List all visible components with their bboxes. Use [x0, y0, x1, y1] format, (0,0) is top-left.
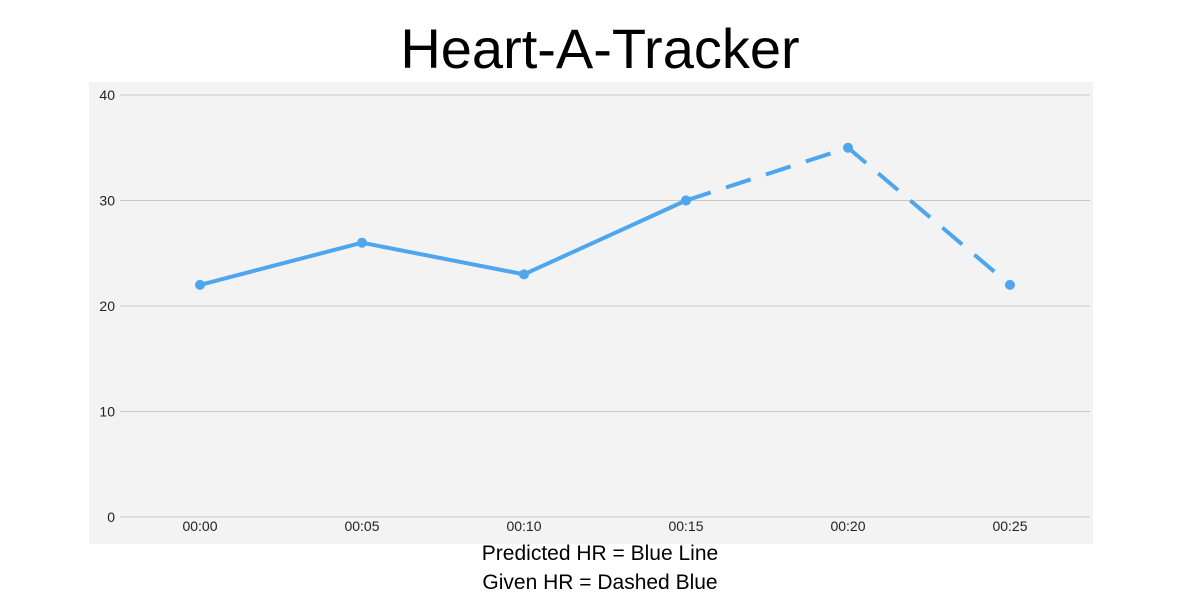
- data-point: [357, 237, 367, 248]
- y-tick-label: 0: [107, 509, 115, 525]
- x-tick-label: 00:20: [830, 518, 865, 534]
- data-point: [681, 195, 691, 206]
- plot-panel: [89, 82, 1093, 544]
- x-tick-label: 00:05: [344, 518, 379, 534]
- y-tick-label: 10: [99, 404, 115, 420]
- chart-title: Heart-A-Tracker: [400, 17, 800, 80]
- data-point: [1005, 279, 1015, 290]
- x-tick-label: 00:25: [992, 518, 1027, 534]
- data-point: [843, 142, 853, 153]
- x-tick-label: 00:00: [182, 518, 217, 534]
- series-line-predicted-hr: [199, 198, 687, 287]
- series-line-given-hr: [685, 145, 1012, 287]
- x-tick-label: 00:10: [506, 518, 541, 534]
- data-point: [195, 279, 205, 290]
- y-tick-label: 30: [99, 193, 115, 209]
- x-tick-label: 00:15: [668, 518, 703, 534]
- data-point: [519, 269, 529, 280]
- caption-given-hr: Given HR = Dashed Blue: [482, 571, 718, 594]
- y-tick-label: 40: [99, 87, 115, 103]
- caption-predicted-hr: Predicted HR = Blue Line: [481, 542, 719, 565]
- y-tick-label: 20: [99, 298, 115, 314]
